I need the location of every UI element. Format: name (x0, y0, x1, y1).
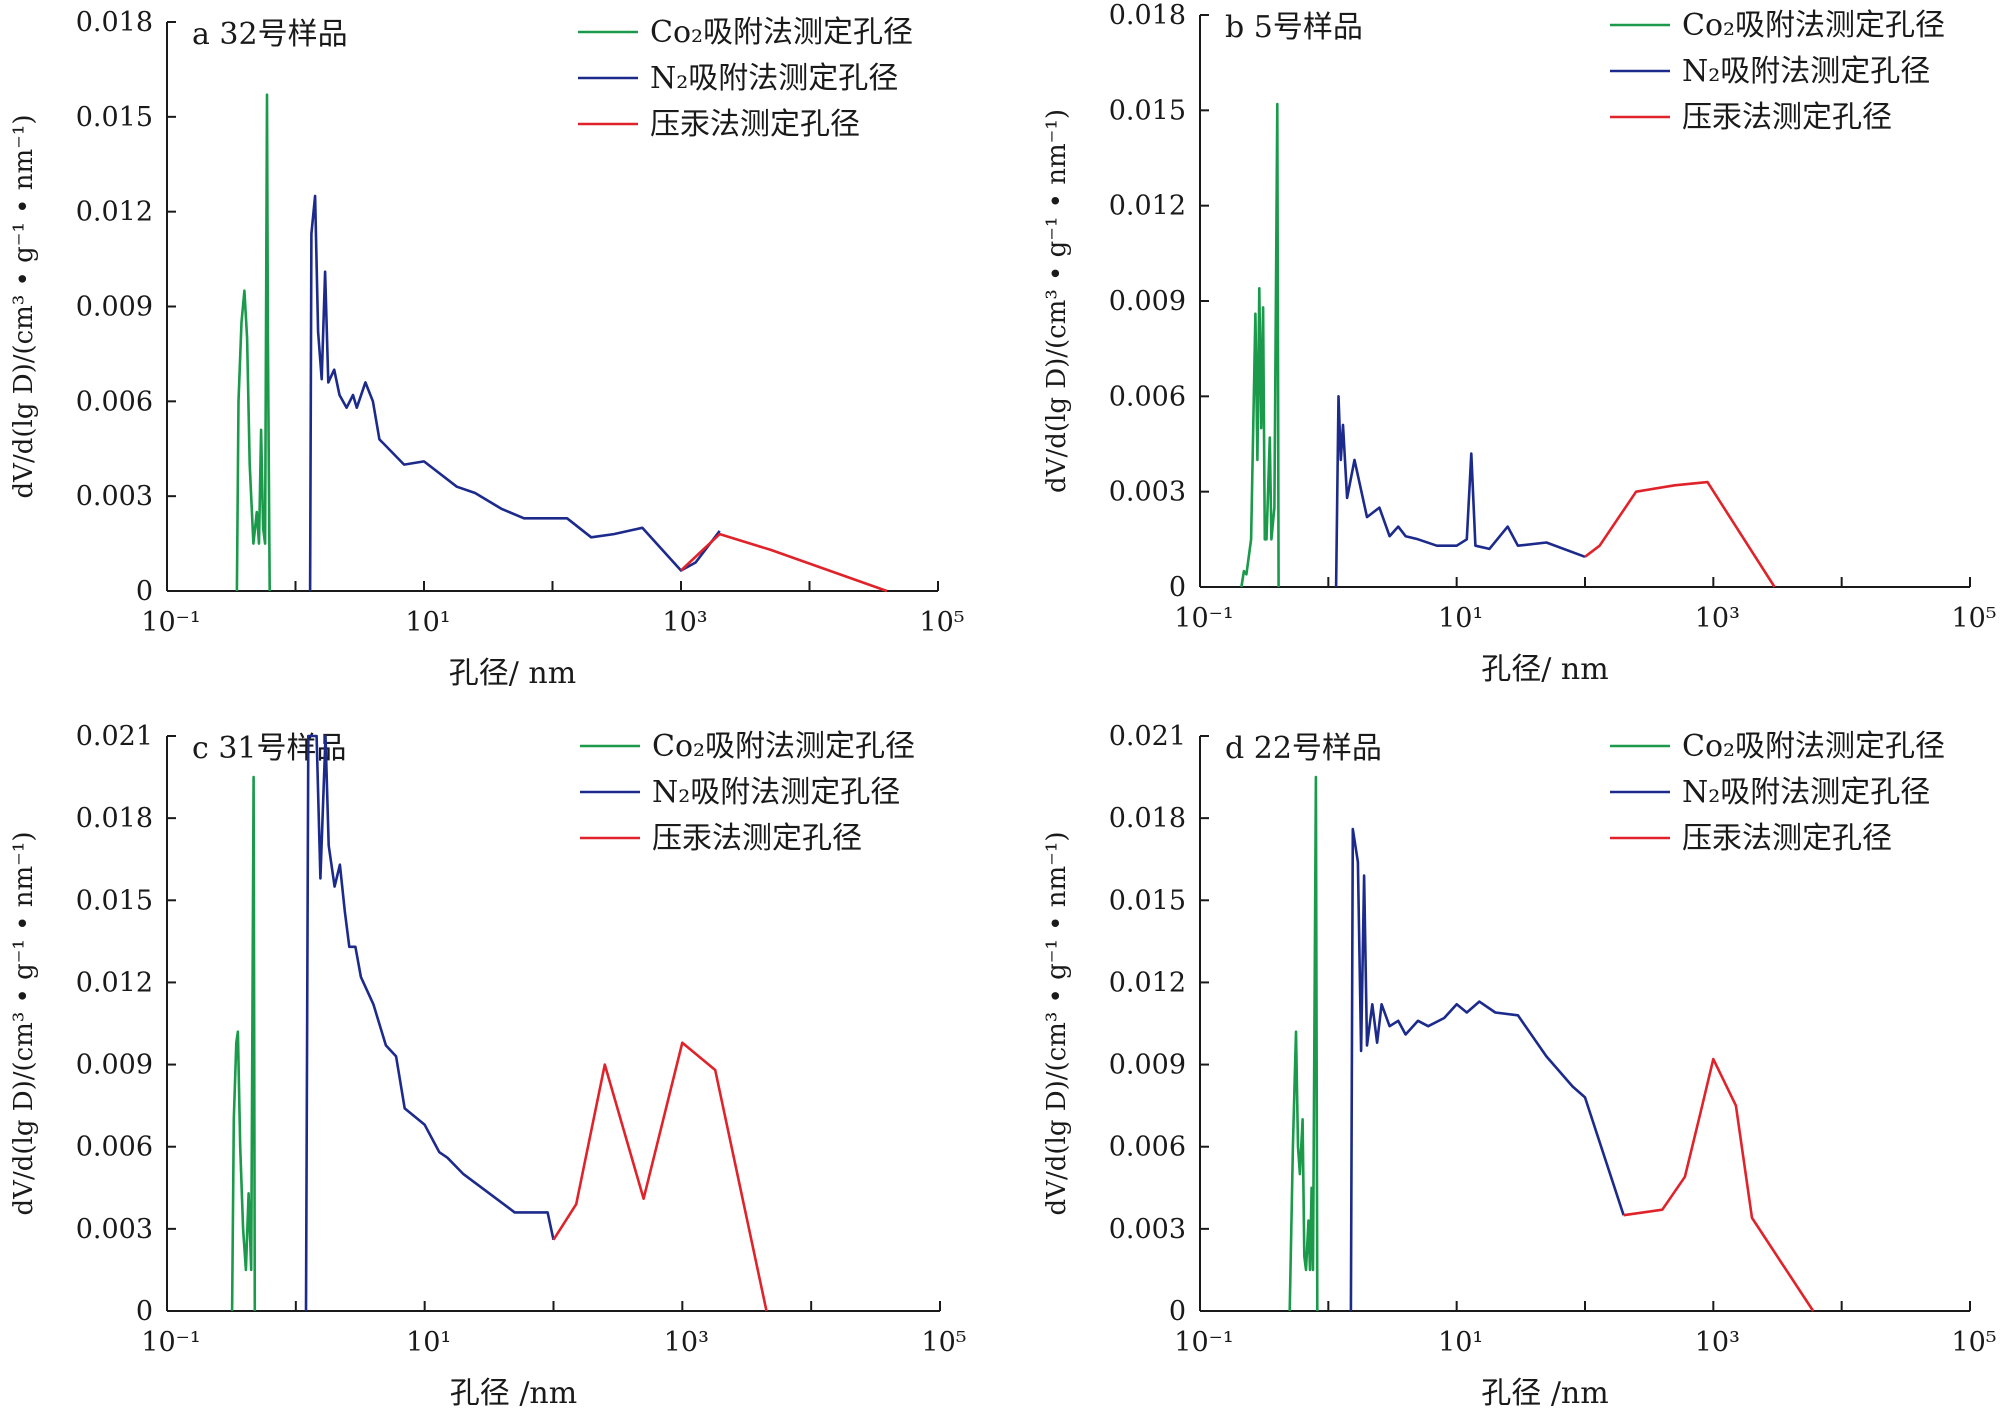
y-tick-label: 0 (136, 576, 153, 607)
legend-label-hg: 压汞法测定孔径 (650, 107, 860, 142)
x-tick-label: 10⁵ (919, 607, 964, 638)
panel-label: b 5号样品 (1225, 10, 1363, 45)
series-line-hg (1623, 1057, 1815, 1312)
series-line-n2 (1349, 827, 1625, 1312)
series-line-n2 (304, 734, 555, 1312)
panel-label: d 22号样品 (1225, 731, 1382, 766)
x-tick-label: 10³ (662, 607, 707, 638)
panel-label: a 32号样品 (192, 17, 348, 52)
legend-label-co2: Co₂吸附法测定孔径 (652, 729, 915, 764)
x-tick-label: 10³ (1695, 1327, 1740, 1358)
x-tick-label: 10⁻¹ (141, 1327, 200, 1358)
x-tick-label: 10⁵ (1951, 1327, 1996, 1358)
y-tick-label: 0.012 (76, 197, 153, 228)
x-tick-label: 10⁵ (921, 1327, 966, 1358)
x-tick-label: 10⁵ (1951, 603, 1996, 634)
y-tick-label: 0.018 (76, 803, 153, 834)
legend-label-n2: N₂吸附法测定孔径 (1682, 775, 1930, 810)
series-line-hg (552, 1041, 768, 1312)
y-tick-label: 0.012 (76, 967, 153, 998)
legend-label-hg: 压汞法测定孔径 (652, 821, 862, 856)
y-axis-label: dV/d(lg D)/(cm³ • g⁻¹ • nm⁻¹) (9, 115, 39, 499)
legend-label-hg: 压汞法测定孔径 (1682, 100, 1892, 135)
y-tick-label: 0.006 (76, 1132, 153, 1163)
y-tick-label: 0.012 (1109, 191, 1186, 222)
y-tick-label: 0.018 (1109, 803, 1186, 834)
x-tick-label: 10⁻¹ (1174, 603, 1233, 634)
chart-panel-a: 0 0.003 0.006 0.009 0.012 0.015 0.018 10⁻¹ 10¹ 10… (9, 7, 965, 691)
x-tick-label: 10¹ (1438, 1327, 1483, 1358)
y-tick-label: 0.009 (1109, 286, 1186, 317)
y-tick-label: 0 (1169, 1296, 1186, 1327)
x-axis-label: 孔径/ nm (449, 656, 576, 691)
y-tick-label: 0.006 (76, 386, 153, 417)
x-tick-label: 10⁻¹ (141, 607, 200, 638)
y-tick-label: 0 (136, 1296, 153, 1327)
panel-label: c 31号样品 (192, 731, 347, 766)
y-tick-label: 0.015 (1109, 885, 1186, 916)
y-tick-label: 0.006 (1109, 381, 1186, 412)
y-tick-label: 0.003 (1109, 1214, 1186, 1245)
y-tick-label: 0.003 (76, 481, 153, 512)
series-line-co2 (1240, 102, 1280, 588)
x-axis-label: 孔径 /nm (450, 1376, 577, 1409)
series-line-hg (1584, 480, 1776, 588)
y-tick-label: 0.018 (1109, 0, 1186, 31)
chart-panel-c: 0 0.003 0.006 0.009 0.012 0.015 0.018 0.021 10⁻¹… (9, 721, 967, 1409)
legend-label-n2: N₂吸附法测定孔径 (1682, 54, 1930, 89)
x-axis-label: 孔径/ nm (1481, 652, 1608, 687)
x-tick-label: 10¹ (1438, 603, 1483, 634)
y-axis-label: dV/d(lg D)/(cm³ • g⁻¹ • nm⁻¹) (9, 832, 39, 1216)
legend-label-n2: N₂吸附法测定孔径 (650, 61, 898, 96)
x-tick-label: 10³ (1695, 603, 1740, 634)
y-tick-label: 0.012 (1109, 967, 1186, 998)
chart-panel-d: 0 0.003 0.006 0.009 0.012 0.015 0.018 0.021 10⁻¹… (1042, 721, 1997, 1409)
y-tick-label: 0.015 (76, 885, 153, 916)
series-line-co2 (235, 93, 271, 592)
x-tick-label: 10¹ (405, 607, 450, 638)
y-axis-label: dV/d(lg D)/(cm³ • g⁻¹ • nm⁻¹) (1042, 109, 1072, 493)
y-tick-label: 0.021 (76, 721, 153, 752)
series-line-hg (680, 532, 888, 593)
x-tick-label: 10⁻¹ (1174, 1327, 1233, 1358)
x-axis-label: 孔径 /nm (1481, 1376, 1608, 1409)
chart-panel-b: 0 0.003 0.006 0.009 0.012 0.015 0.018 10⁻¹ 10¹ 10… (1042, 0, 1997, 687)
y-tick-label: 0.015 (76, 102, 153, 133)
y-tick-label: 0.018 (76, 7, 153, 38)
series-line-n2 (1334, 395, 1586, 588)
x-tick-label: 10³ (664, 1327, 709, 1358)
x-tick-label: 10¹ (406, 1327, 451, 1358)
y-tick-label: 0.009 (76, 1050, 153, 1081)
y-tick-label: 0 (1169, 572, 1186, 603)
legend-label-hg: 压汞法测定孔径 (1682, 821, 1892, 856)
legend-label-co2: Co₂吸附法测定孔径 (1682, 8, 1945, 43)
y-tick-label: 0.003 (1109, 477, 1186, 508)
legend-label-n2: N₂吸附法测定孔径 (652, 775, 900, 810)
legend-label-co2: Co₂吸附法测定孔径 (650, 15, 913, 50)
series-line-co2 (1288, 775, 1319, 1312)
series-line-n2 (308, 194, 721, 592)
y-axis-label: dV/d(lg D)/(cm³ • g⁻¹ • nm⁻¹) (1042, 832, 1072, 1216)
y-tick-label: 0.009 (76, 292, 153, 323)
y-tick-label: 0.015 (1109, 95, 1186, 126)
y-tick-label: 0.003 (76, 1214, 153, 1245)
y-tick-label: 0.006 (1109, 1132, 1186, 1163)
y-tick-label: 0.009 (1109, 1050, 1186, 1081)
legend-label-co2: Co₂吸附法测定孔径 (1682, 729, 1945, 764)
series-line-co2 (230, 775, 257, 1312)
y-tick-label: 0.021 (1109, 721, 1186, 752)
